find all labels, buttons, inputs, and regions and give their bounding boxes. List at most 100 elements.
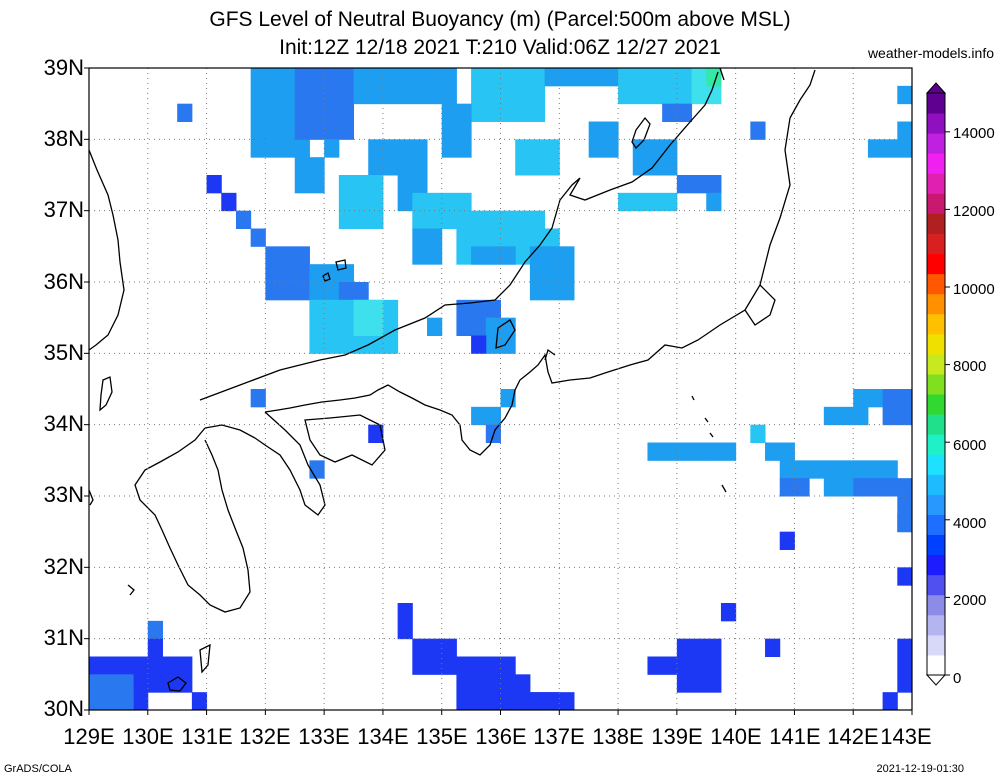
- field-cell: [647, 656, 678, 675]
- field-cell: [265, 246, 310, 301]
- lat-label-34: 34N: [44, 411, 84, 436]
- colorbar-swatch: [927, 233, 945, 255]
- colorbar-swatch: [927, 574, 945, 596]
- lon-label-133: 133E: [298, 724, 349, 749]
- colorbar-swatch: [927, 454, 945, 475]
- field-cell: [515, 139, 560, 176]
- field-cell: [368, 139, 399, 176]
- colorbar-label-6000: 6000: [953, 437, 986, 454]
- lon-label-130: 130E: [122, 724, 173, 749]
- colorbar-swatch: [927, 313, 945, 335]
- colorbar-label-12000: 12000: [953, 203, 995, 220]
- lat-label-32: 32N: [44, 554, 84, 579]
- colorbar-swatch: [927, 494, 945, 515]
- colorbar-swatch: [927, 153, 945, 174]
- render-timestamp: 2021-12-19-01:30: [876, 763, 964, 775]
- colorbar-swatch: [927, 353, 945, 375]
- field-cell: [250, 228, 266, 247]
- field-cell: [147, 638, 163, 693]
- colorbar-label-4000: 4000: [953, 515, 986, 532]
- field-cell: [853, 478, 898, 497]
- field-cell: [544, 68, 634, 87]
- field-cell: [191, 692, 208, 710]
- axis-ticks: [84, 67, 913, 715]
- field-cell: [779, 478, 810, 497]
- colorbar-swatch: [927, 133, 945, 154]
- colorbar-max-arrow: [925, 82, 947, 94]
- colorbar-swatch: [927, 534, 945, 556]
- field-cell: [235, 210, 252, 229]
- field-cell: [853, 389, 884, 408]
- lon-label-137: 137E: [533, 724, 584, 749]
- field-cell: [118, 692, 134, 710]
- field-cell: [676, 638, 722, 693]
- field-cell: [647, 442, 707, 461]
- colorbar-swatch: [927, 333, 945, 355]
- buoyancy-field: [89, 68, 912, 710]
- map-subtitle: Init:12Z 12/18 2021 T:210 Valid:06Z 12/2…: [279, 36, 721, 59]
- colorbar-swatch: [927, 394, 945, 415]
- lon-label-134: 134E: [357, 724, 408, 749]
- field-cell: [588, 121, 619, 158]
- field-cell: [897, 85, 912, 105]
- colorbar-label-14000: 14000: [953, 125, 995, 142]
- lat-label-39: 39N: [44, 55, 84, 80]
- lat-label-33: 33N: [44, 482, 84, 507]
- field-cell: [397, 603, 413, 640]
- field-cell: [897, 513, 912, 533]
- lat-label-31: 31N: [44, 625, 84, 650]
- field-cell: [412, 638, 457, 675]
- lat-label-35: 35N: [44, 340, 84, 365]
- colorbar-swatch: [927, 654, 945, 676]
- field-cell: [897, 121, 912, 140]
- field-cell: [471, 406, 501, 426]
- colorbar-swatch: [927, 634, 945, 656]
- field-cell: [397, 68, 457, 105]
- field-cell: [338, 175, 384, 229]
- lon-label-135: 135E: [416, 724, 467, 749]
- colorbar-swatch: [927, 293, 945, 315]
- lon-label-140: 140E: [710, 724, 761, 749]
- colorbar-labels: 0 2000 4000 6000 8000 10000 12000 14000: [953, 125, 995, 687]
- lat-label-37: 37N: [44, 197, 84, 222]
- lat-label-30: 30N: [44, 696, 84, 721]
- field-cell: [427, 317, 443, 336]
- field-cell: [529, 692, 575, 710]
- colorbar-swatch: [927, 434, 945, 455]
- field-cell: [750, 424, 766, 443]
- colorbar-swatch: [927, 253, 945, 275]
- colorbar-swatch: [927, 554, 945, 576]
- field-cell: [706, 442, 737, 461]
- field-cell: [882, 692, 898, 710]
- graticule: [89, 68, 912, 710]
- map-title: GFS Level of Neutral Buoyancy (m) (Parce…: [209, 8, 791, 31]
- field-cell: [618, 68, 693, 105]
- lat-label-38: 38N: [44, 126, 84, 151]
- field-cell: [471, 335, 487, 354]
- field-cell: [618, 192, 678, 212]
- field-cell: [177, 103, 193, 122]
- field-cell: [823, 406, 869, 426]
- colorbar-swatch: [927, 173, 945, 194]
- lon-label-139: 139E: [651, 724, 702, 749]
- longitude-axis: 129E 130E 131E 132E 133E 134E 135E 136E …: [63, 724, 931, 749]
- colorbar-label-10000: 10000: [953, 281, 995, 298]
- field-cell: [294, 157, 325, 194]
- lon-label-129: 129E: [63, 724, 114, 749]
- field-cell: [897, 567, 912, 586]
- colorbar: [925, 82, 950, 686]
- field-cell: [471, 246, 516, 265]
- field-cell: [147, 620, 163, 640]
- field-cell: [662, 103, 693, 122]
- colorbar-label-0: 0: [953, 670, 961, 687]
- field-cell: [529, 246, 575, 301]
- field-cell: [765, 638, 781, 657]
- field-cell: [353, 299, 384, 336]
- field-cell: [750, 121, 766, 140]
- lon-label-136: 136E: [475, 724, 526, 749]
- field-cell: [412, 228, 443, 265]
- field-cell: [765, 442, 795, 461]
- field-cell: [882, 389, 912, 426]
- field-cell: [676, 175, 722, 194]
